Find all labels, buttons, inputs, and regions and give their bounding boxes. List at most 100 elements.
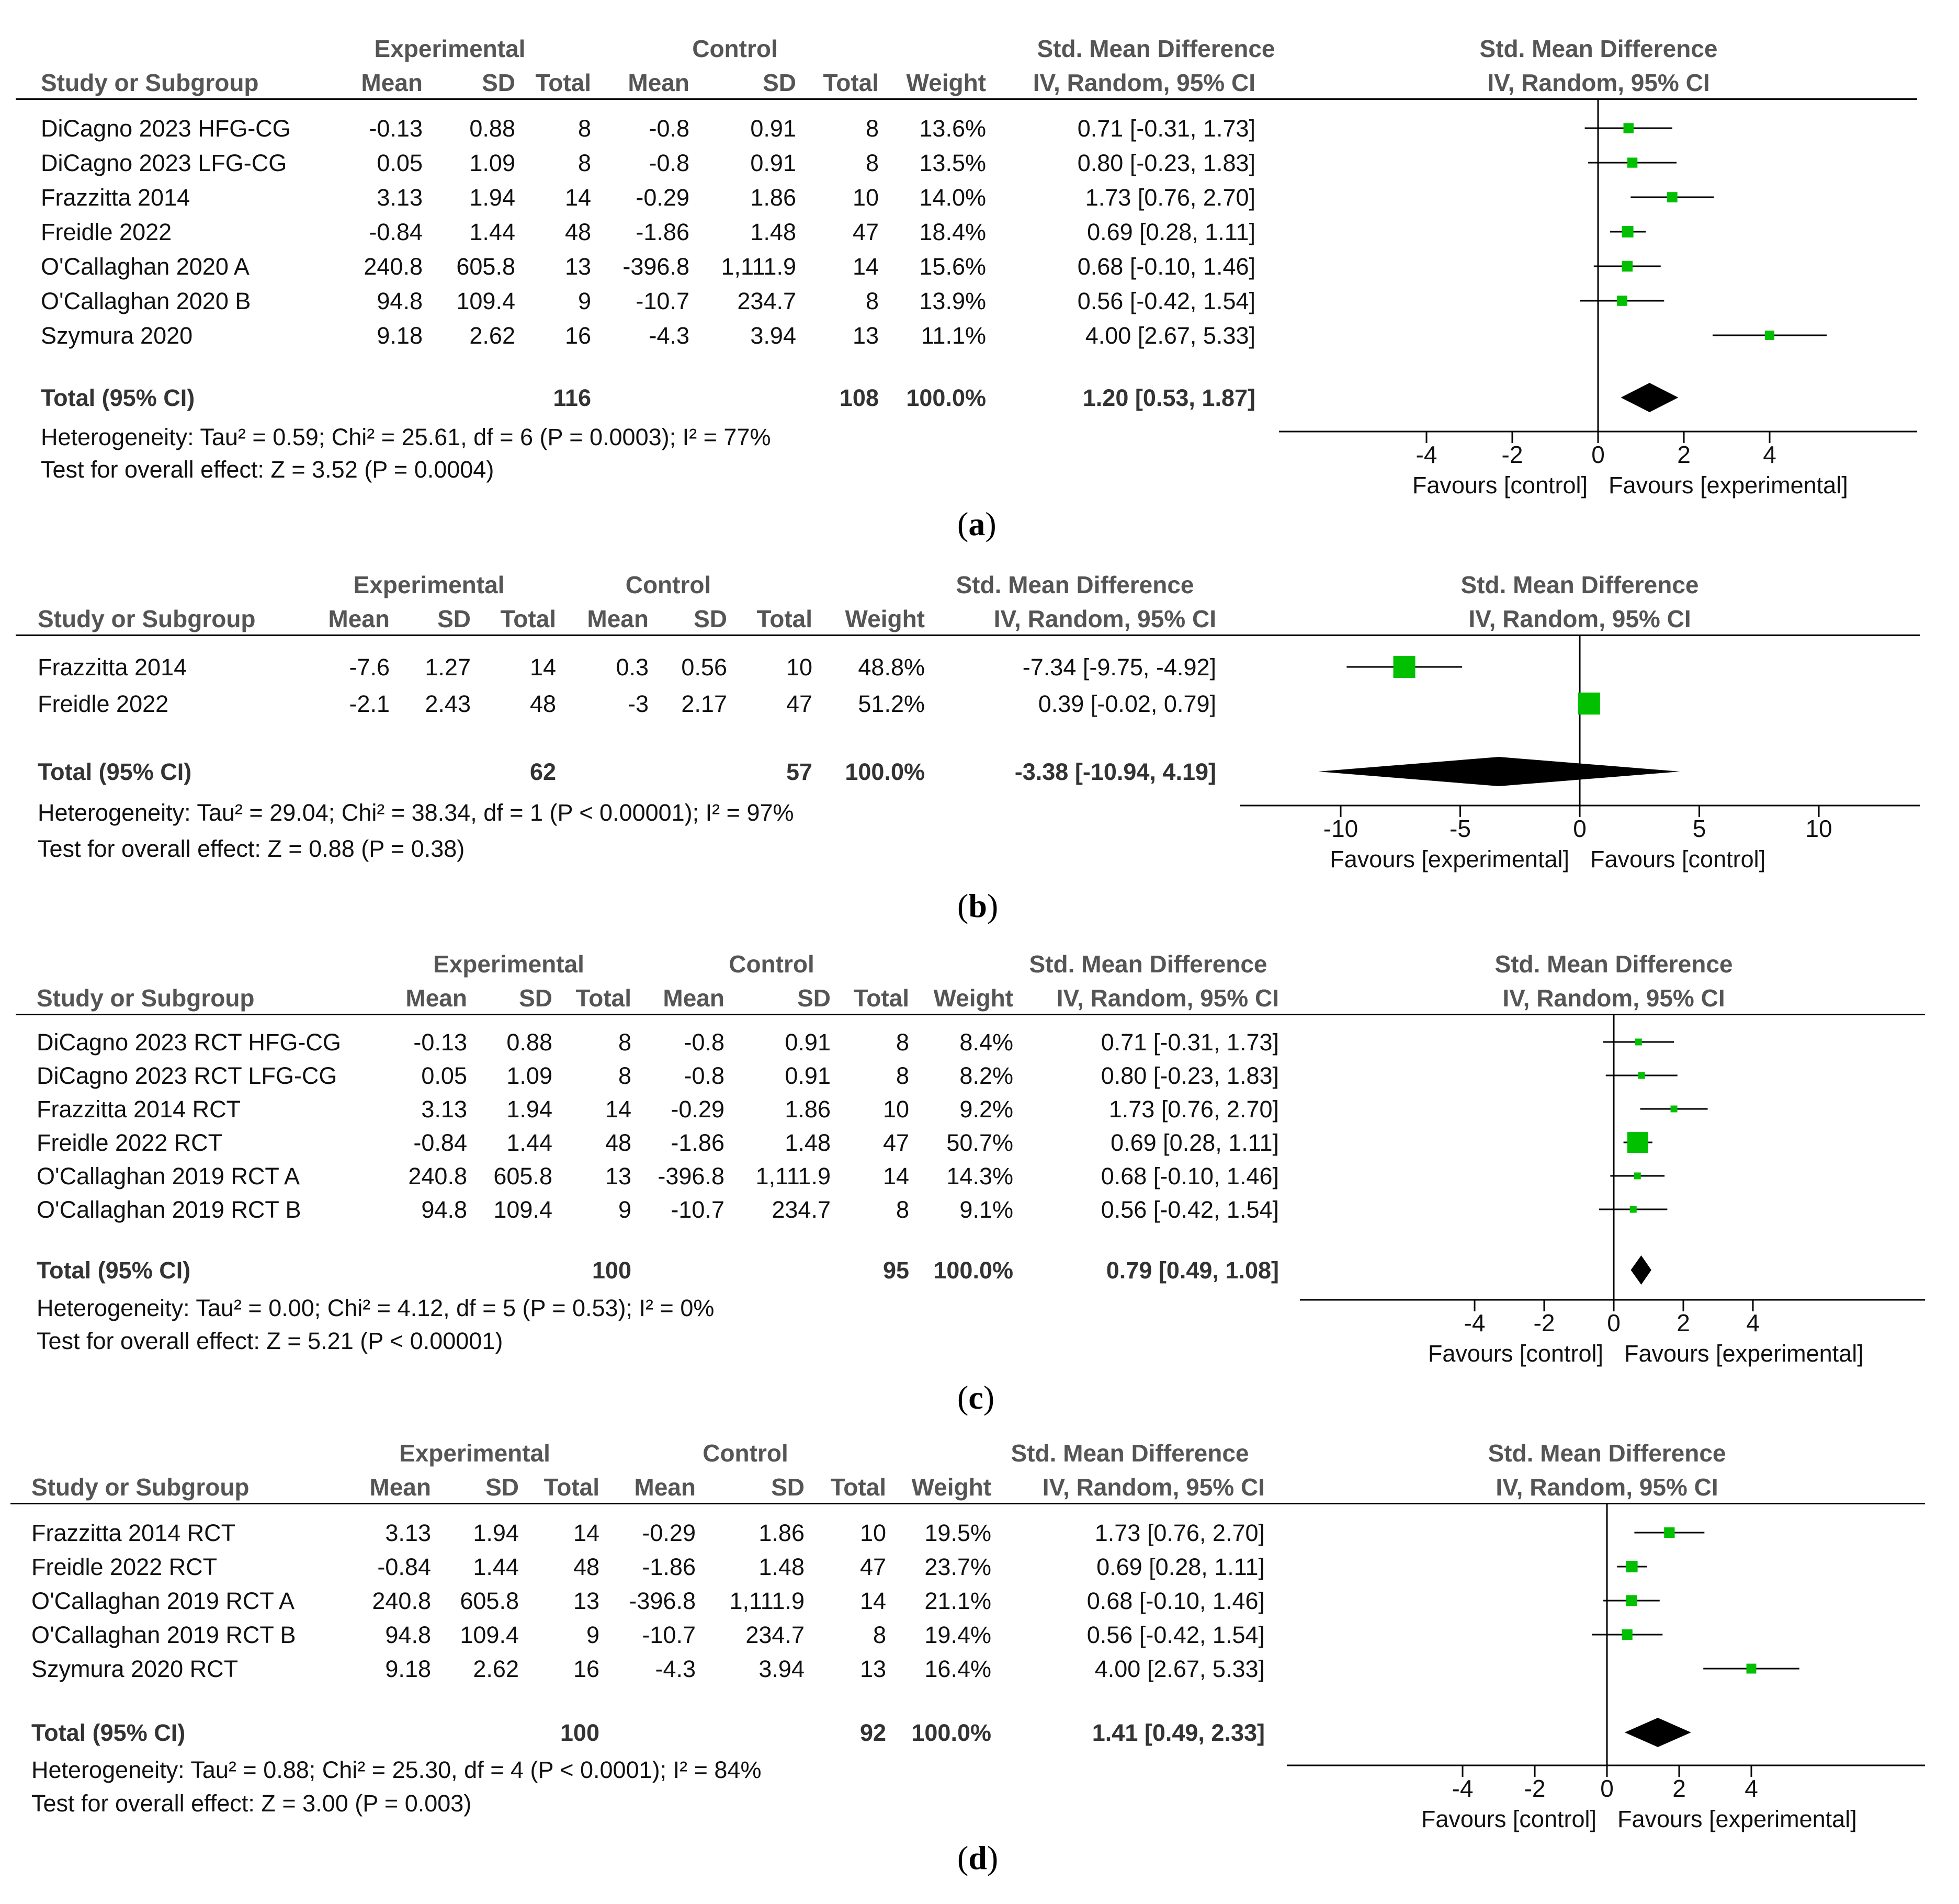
- header-exp-total: Total: [500, 605, 556, 632]
- header-ctl-sd: SD: [763, 69, 796, 96]
- study-estimate-square: [1634, 1172, 1641, 1180]
- exp-sd: 2.62: [473, 1656, 519, 1682]
- study-estimate-square: [1764, 330, 1775, 341]
- total-label: Total (95% CI): [41, 384, 195, 411]
- ctl-total: 8: [873, 1622, 886, 1648]
- ctl-mean: -0.8: [649, 150, 689, 176]
- panel-caption-letter: d: [968, 1839, 987, 1876]
- study-estimate-square: [1627, 157, 1638, 168]
- study-ci: 4.00 [2.67, 5.33]: [1094, 1656, 1265, 1682]
- header-plot-title: Std. Mean Difference: [1460, 571, 1699, 598]
- header-ctl-mean: Mean: [634, 1474, 696, 1501]
- ctl-sd: 3.94: [750, 322, 796, 349]
- heterogeneity: Heterogeneity: Tau² = 29.04; Chi² = 38.3…: [38, 799, 794, 826]
- study-name: O'Callaghan 2019 RCT A: [37, 1163, 300, 1189]
- ctl-mean: -10.7: [642, 1622, 696, 1648]
- header-plot-title: Std. Mean Difference: [1494, 950, 1733, 978]
- header-study: Study or Subgroup: [41, 69, 259, 96]
- total-exp-n: 100: [560, 1719, 599, 1746]
- total-ci: 0.79 [0.49, 1.08]: [1106, 1257, 1279, 1284]
- total-exp-n: 100: [592, 1257, 631, 1284]
- ctl-mean: -1.86: [636, 219, 689, 245]
- study-estimate-square: [1626, 1561, 1638, 1572]
- study-name: Frazzitta 2014 RCT: [37, 1096, 241, 1123]
- x-tick-label: -10: [1323, 815, 1358, 842]
- study-weight: 9.2%: [959, 1096, 1013, 1123]
- heterogeneity: Heterogeneity: Tau² = 0.00; Chi² = 4.12,…: [37, 1295, 715, 1321]
- exp-mean: 3.13: [421, 1096, 467, 1123]
- study-ci: 0.71 [-0.31, 1.73]: [1101, 1029, 1279, 1056]
- exp-total: 13: [605, 1163, 631, 1189]
- study-ci: 0.80 [-0.23, 1.83]: [1077, 150, 1255, 176]
- x-tick-label: 0: [1591, 441, 1605, 468]
- header-rule: [16, 98, 1917, 100]
- exp-total: 8: [618, 1062, 631, 1089]
- exp-mean: 240.8: [372, 1588, 431, 1614]
- ctl-sd: 1.48: [785, 1129, 831, 1156]
- ctl-sd: 1,111.9: [729, 1588, 805, 1614]
- study-weight: 13.6%: [919, 115, 986, 142]
- header-ctl-mean: Mean: [628, 69, 689, 96]
- total-exp-n: 62: [529, 758, 556, 785]
- exp-total: 48: [529, 690, 556, 717]
- ctl-sd: 1,111.9: [755, 1163, 831, 1189]
- exp-mean: -7.6: [349, 654, 390, 681]
- header-smd-sub: IV, Random, 95% CI: [1056, 984, 1279, 1012]
- exp-mean: 94.8: [421, 1196, 467, 1223]
- ctl-sd: 1.48: [750, 219, 796, 245]
- x-tick-label: -4: [1452, 1775, 1474, 1802]
- x-tick-label: -2: [1502, 441, 1523, 468]
- study-ci: 0.56 [-0.42, 1.54]: [1077, 288, 1255, 314]
- exp-total: 8: [577, 115, 591, 142]
- exp-mean: 240.8: [408, 1163, 467, 1189]
- total-ci: -3.38 [-10.94, 4.19]: [1014, 758, 1216, 785]
- header-ctl-sd: SD: [694, 605, 727, 632]
- ctl-mean: -396.8: [629, 1588, 696, 1614]
- total-label: Total (95% CI): [31, 1719, 186, 1746]
- header-exp-total: Total: [543, 1474, 599, 1501]
- x-tick-label: 0: [1600, 1775, 1614, 1802]
- header-exp-sd: SD: [485, 1474, 519, 1501]
- total-weight: 100.0%: [845, 758, 925, 785]
- x-tick-label: 2: [1677, 1309, 1690, 1336]
- header-ctl-mean: Mean: [663, 984, 724, 1012]
- header-exp-mean: Mean: [328, 605, 390, 632]
- header-smd: Std. Mean Difference: [1029, 950, 1267, 978]
- header-rule: [16, 634, 1920, 636]
- header-exp-sd: SD: [437, 605, 471, 632]
- ctl-mean: -4.3: [655, 1656, 696, 1682]
- ctl-mean: -396.8: [658, 1163, 724, 1189]
- study-name: O'Callaghan 2019 RCT B: [31, 1622, 296, 1648]
- ctl-total: 8: [865, 288, 879, 314]
- exp-total: 13: [564, 253, 591, 280]
- x-tick-label: 4: [1745, 1775, 1758, 1802]
- header-plot-subtitle: IV, Random, 95% CI: [1502, 984, 1725, 1012]
- exp-sd: 1.44: [473, 1554, 519, 1580]
- study-name: Freidle 2022: [41, 219, 172, 245]
- header-experimental: Experimental: [399, 1440, 550, 1467]
- header-rule: [10, 1503, 1925, 1504]
- favours-right: Favours [experimental]: [1609, 472, 1848, 498]
- ctl-sd: 1.48: [758, 1554, 805, 1580]
- header-rule: [16, 1014, 1925, 1015]
- x-tick-label: 4: [1746, 1309, 1760, 1336]
- ctl-sd: 0.91: [750, 115, 796, 142]
- exp-sd: 605.8: [456, 253, 515, 280]
- ctl-sd: 0.91: [785, 1029, 831, 1056]
- ctl-mean: -3: [627, 690, 649, 717]
- header-exp-sd: SD: [519, 984, 552, 1012]
- ctl-sd: 1.86: [785, 1096, 831, 1123]
- study-estimate-square: [1623, 123, 1634, 133]
- header-exp-sd: SD: [482, 69, 515, 96]
- exp-mean: -0.84: [369, 219, 423, 245]
- exp-sd: 605.8: [460, 1588, 519, 1614]
- study-weight: 13.5%: [919, 150, 986, 176]
- exp-sd: 2.43: [425, 690, 471, 717]
- study-ci: 0.68 [-0.10, 1.46]: [1101, 1163, 1279, 1189]
- study-ci: 0.56 [-0.42, 1.54]: [1101, 1196, 1279, 1223]
- panel-caption: (d): [957, 1839, 999, 1876]
